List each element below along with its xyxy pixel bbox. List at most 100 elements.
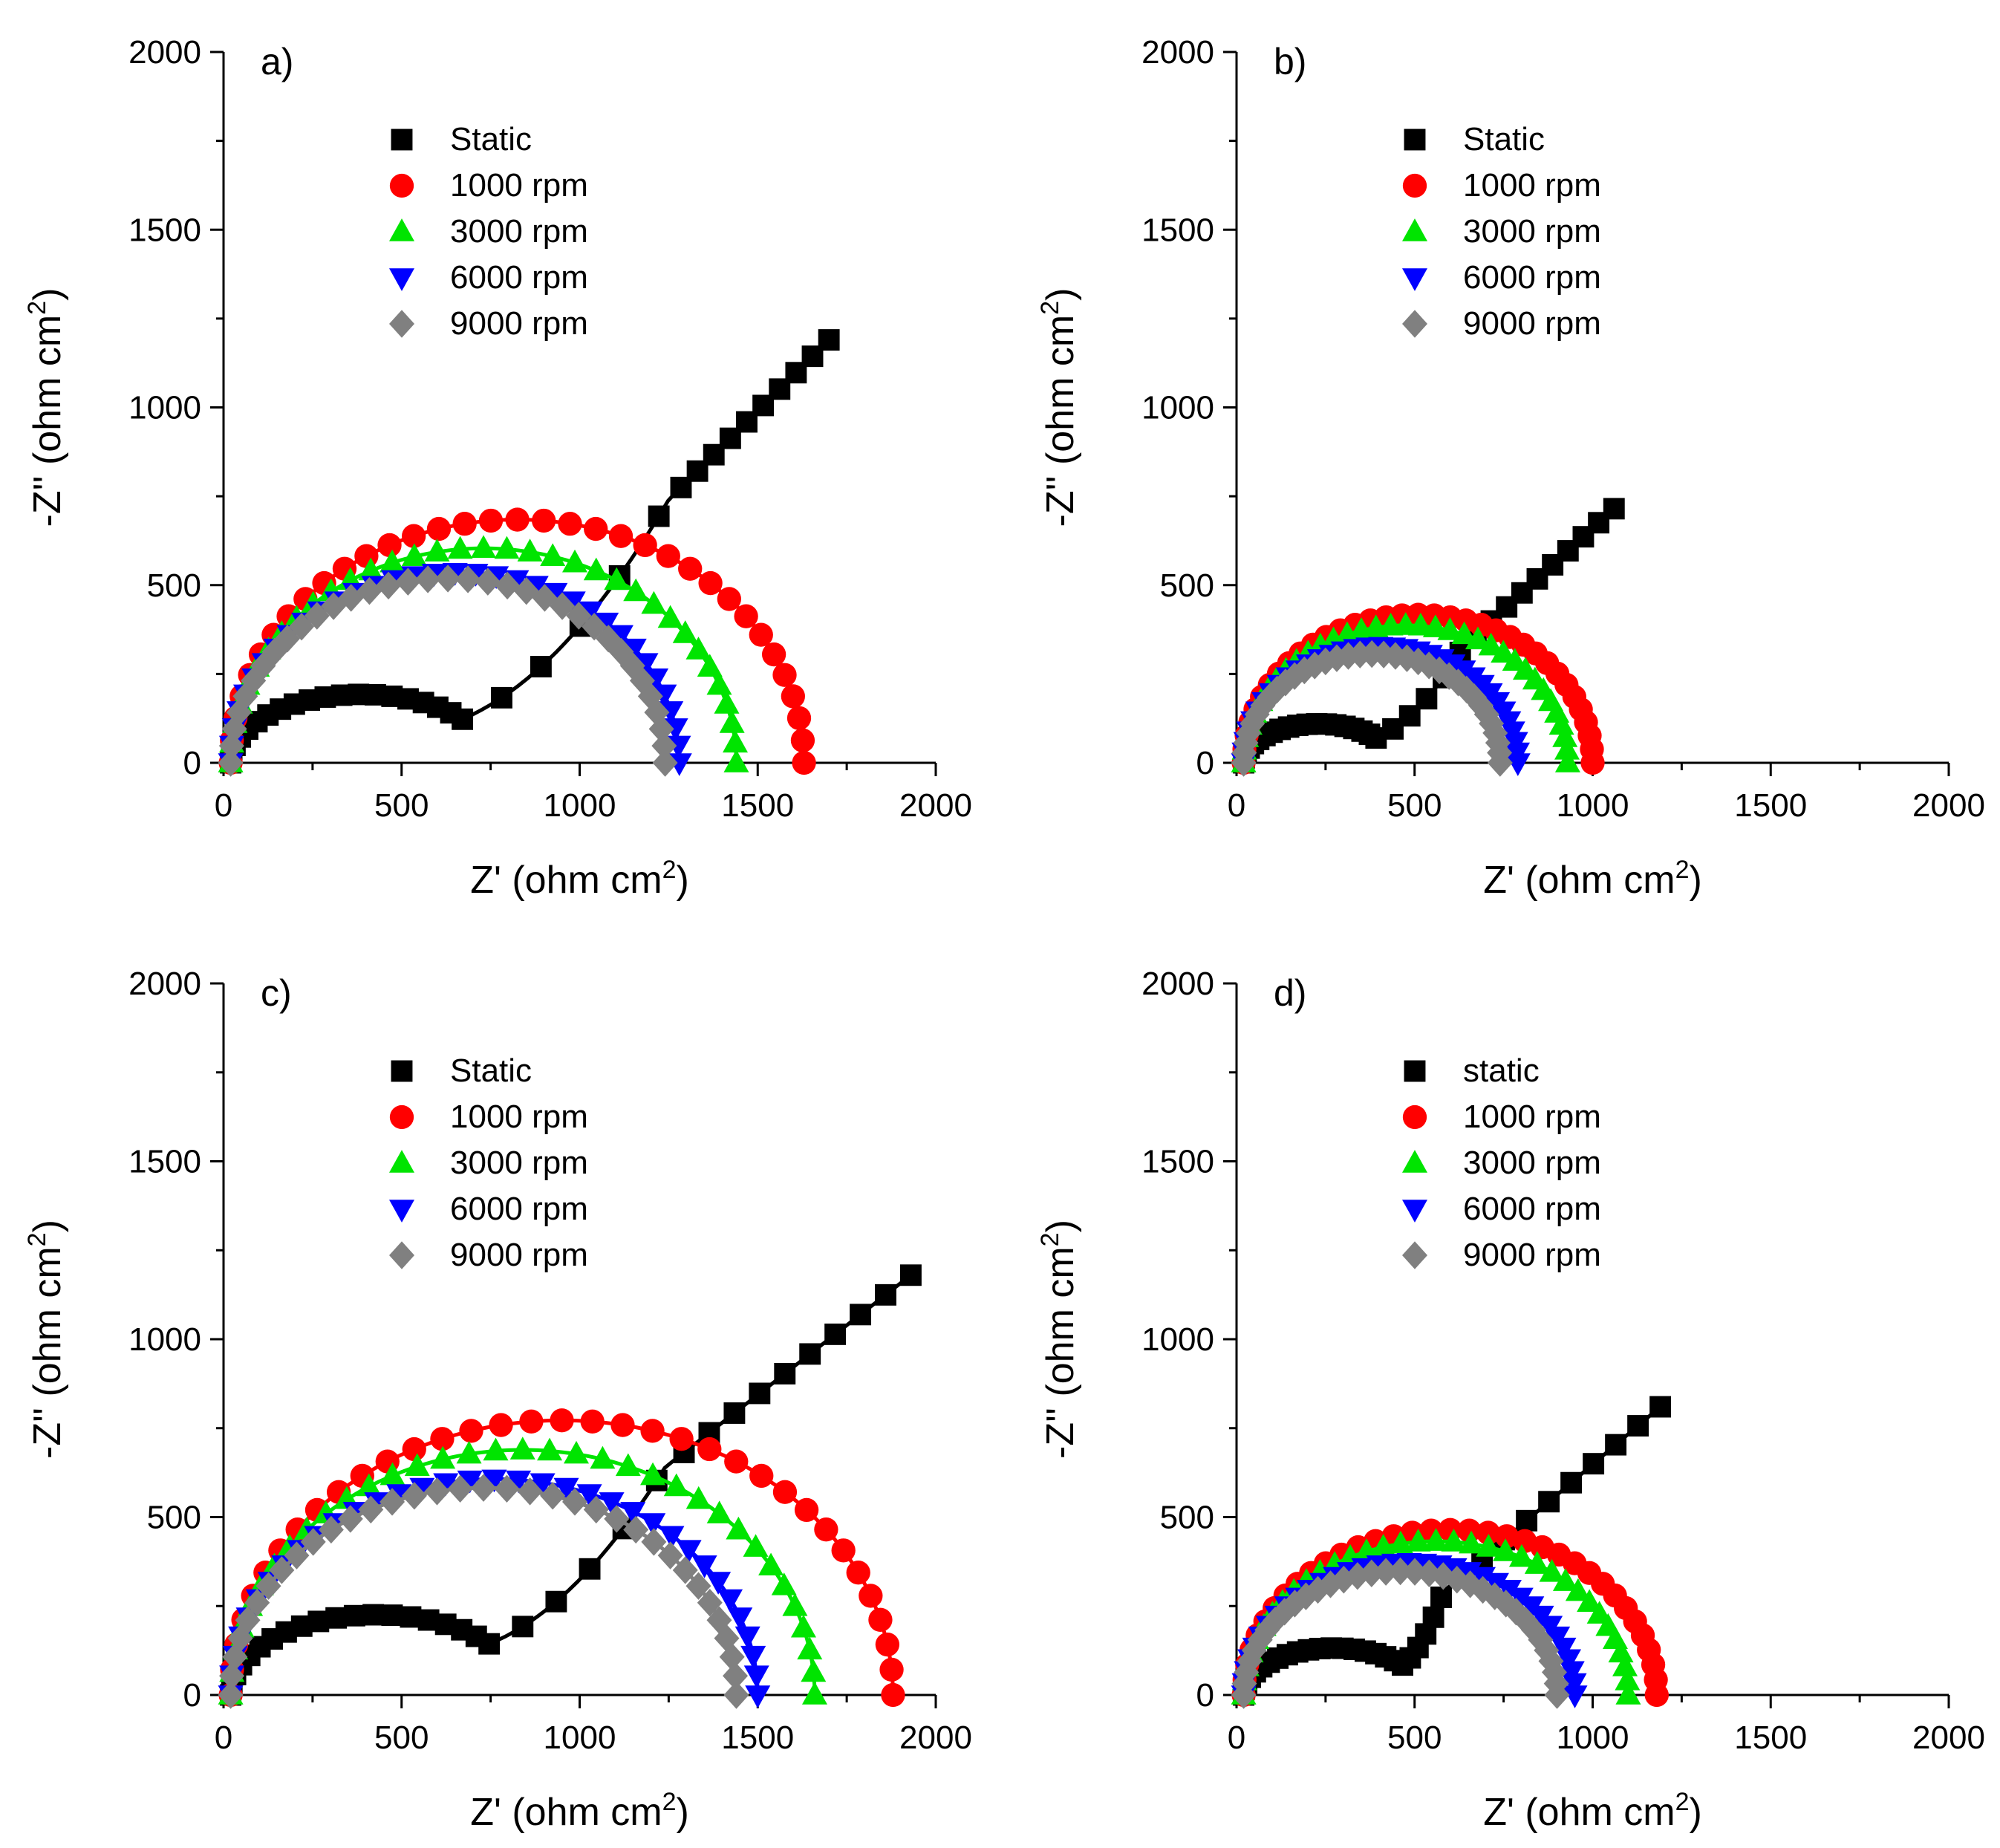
data-point (530, 1473, 556, 1497)
legend-marker (1402, 1150, 1427, 1173)
fit-line (229, 1418, 895, 1696)
x-tick-label: 0 (1228, 1720, 1245, 1756)
data-point (1407, 612, 1433, 636)
legend-label: 3000 rpm (450, 213, 588, 250)
series-6000-rpm (218, 1469, 771, 1708)
data-point (471, 535, 497, 558)
series-9000-rpm (1231, 1557, 1570, 1709)
y-axis-title: -Z'' (ohm cm2) (1036, 288, 1082, 527)
legend-marker (389, 1200, 414, 1223)
legend-marker (1404, 1060, 1426, 1082)
x-tick-label: 0 (1228, 787, 1245, 824)
chart-panel-a: 0 500 1000 1500 2000 0 500 1000 1500 2000 Z' (ohm … (23, 34, 972, 902)
legend-marker (389, 268, 414, 291)
fit-line (1242, 1405, 1662, 1696)
x-tick-label: 1000 (1557, 787, 1629, 824)
legend-label: 1000 rpm (450, 1099, 588, 1135)
fit-line (229, 576, 668, 764)
y-tick-label: 1500 (128, 1144, 201, 1180)
y-tick-label: 500 (147, 1500, 201, 1536)
legend-label: 9000 rpm (450, 1237, 588, 1273)
y-tick-label: 1500 (1141, 212, 1214, 248)
fit-line (229, 1273, 912, 1696)
data-point (537, 1437, 563, 1461)
fit-line (229, 1486, 738, 1696)
legend-label: 6000 rpm (450, 259, 588, 296)
legend-marker (1402, 218, 1427, 241)
data-point (745, 1685, 771, 1708)
data-point (509, 1437, 535, 1460)
legend-marker (1402, 268, 1427, 291)
data-point (430, 1445, 456, 1469)
legend-marker (389, 1104, 414, 1130)
data-point (218, 1681, 244, 1709)
fit-line (1242, 652, 1502, 763)
x-tick-label: 1500 (1734, 1720, 1807, 1756)
data-point (483, 1437, 509, 1461)
y-tick-label: 500 (147, 567, 201, 604)
y-tick-label: 2000 (128, 966, 201, 1002)
y-tick-label: 0 (183, 745, 201, 781)
y-axis-title: -Z'' (ohm cm2) (23, 288, 69, 527)
legend-label: 3000 rpm (1463, 213, 1601, 250)
legend-marker (389, 310, 414, 338)
panel-label: b) (1274, 41, 1306, 82)
legend-label: 1000 rpm (450, 167, 588, 204)
y-tick-label: 2000 (128, 34, 201, 71)
x-tick-label: 500 (1387, 1720, 1442, 1756)
x-axis-title: Z' (ohm cm2) (1483, 1788, 1702, 1834)
legend-label: 3000 rpm (450, 1145, 588, 1181)
legend-marker (391, 128, 413, 151)
data-point (424, 539, 450, 562)
panel-label: d) (1274, 972, 1306, 1014)
legend-marker (1402, 1104, 1427, 1130)
legend-marker (1402, 1241, 1427, 1269)
data-point (456, 1440, 482, 1464)
data-point (1441, 1529, 1467, 1552)
series-6000-rpm (218, 563, 692, 776)
data-point (494, 536, 520, 559)
data-point (1505, 753, 1531, 776)
x-axis-title: Z' (ohm cm2) (470, 856, 689, 902)
data-point (1644, 1682, 1669, 1708)
legend-label: 3000 rpm (1463, 1145, 1601, 1181)
x-axis-title: Z' (ohm cm2) (470, 1788, 689, 1834)
x-tick-label: 1500 (721, 1720, 794, 1756)
panel-label: c) (261, 972, 292, 1014)
data-point (1422, 614, 1448, 637)
data-point (1562, 1685, 1588, 1708)
x-tick-label: 0 (215, 787, 232, 824)
x-axis-title: Z' (ohm cm2) (1483, 856, 1702, 902)
y-tick-label: 0 (1196, 1677, 1214, 1714)
y-tick-label: 500 (1160, 1500, 1214, 1536)
fit-line (229, 338, 830, 764)
legend-marker (1404, 128, 1426, 151)
y-tick-label: 1500 (1141, 1144, 1214, 1180)
y-tick-label: 500 (1160, 567, 1214, 604)
legend-marker (1402, 1200, 1427, 1223)
data-point (506, 1470, 532, 1494)
legend-label: 1000 rpm (1463, 1099, 1601, 1135)
legend-marker (391, 1060, 413, 1082)
data-point (218, 749, 244, 777)
legend-marker (389, 1241, 414, 1269)
y-tick-label: 0 (1196, 745, 1214, 781)
legend-label: 6000 rpm (450, 1191, 588, 1227)
y-tick-label: 1500 (128, 212, 201, 248)
x-tick-label: 1000 (544, 787, 616, 824)
legend-marker (389, 218, 414, 241)
legend-label: 1000 rpm (1463, 167, 1601, 204)
data-point (1405, 1529, 1431, 1552)
y-tick-label: 1000 (1141, 1321, 1214, 1358)
chart-panel-c: 0 500 1000 1500 2000 0 500 1000 1500 2000 Z' (ohm … (23, 966, 972, 1834)
chart-panel-b: 0 500 1000 1500 2000 0 500 1000 1500 2000 Z' (ohm … (1036, 34, 1985, 902)
data-point (1459, 1530, 1485, 1554)
x-tick-label: 1000 (544, 1720, 616, 1756)
series-static (220, 1264, 922, 1706)
legend-marker (389, 173, 414, 198)
legend: Static 1000 rpm 3000 rpm 6000 rpm 9000 rpm (389, 1052, 588, 1273)
y-tick-label: 1000 (128, 390, 201, 426)
y-tick-label: 2000 (1141, 966, 1214, 1002)
fit-line (1242, 1569, 1560, 1696)
